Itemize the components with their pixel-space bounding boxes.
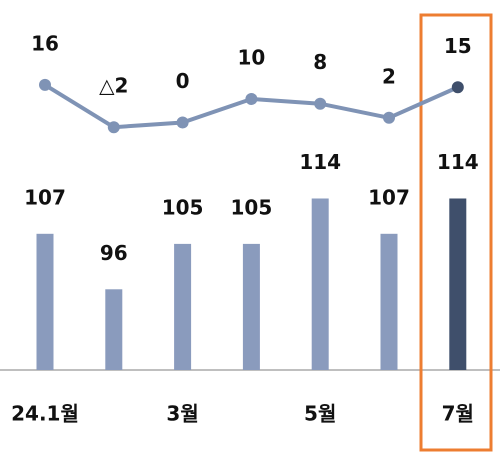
line-point [314, 97, 327, 110]
bar [105, 289, 123, 370]
line-value-label: 2 [382, 64, 396, 88]
bar-value-label: 107 [24, 185, 66, 209]
x-tick-label: 7월 [442, 402, 474, 426]
bar [174, 243, 192, 370]
x-tick-label: 24.1월 [11, 402, 79, 426]
bar-value-label: 114 [299, 150, 341, 174]
highlight-box [419, 13, 493, 452]
line-value-label: 16 [31, 31, 59, 55]
line-point [383, 111, 395, 124]
bar [311, 198, 329, 370]
line-value-label: 15 [444, 34, 472, 58]
line-point [39, 78, 51, 91]
bar-value-label: 107 [368, 185, 410, 209]
bar [380, 233, 398, 370]
bar [449, 198, 467, 370]
bar-value-label: 105 [231, 195, 273, 219]
bar-value-label: 105 [162, 195, 204, 219]
line-value-label: 0 [176, 69, 190, 93]
line-value-label: 8 [313, 50, 327, 74]
bar-value-label: 96 [100, 241, 128, 265]
line-value-label: 10 [237, 46, 265, 70]
bar-value-label: 114 [437, 150, 479, 174]
bar [242, 243, 260, 370]
line-point [107, 121, 120, 134]
x-tick-label: 3월 [166, 402, 198, 426]
x-tick-label: 5월 [304, 402, 336, 426]
bar [36, 233, 54, 370]
line-point [451, 81, 464, 94]
line-value-label: △2 [99, 74, 128, 98]
line-point [245, 93, 258, 105]
line-point [176, 116, 189, 129]
